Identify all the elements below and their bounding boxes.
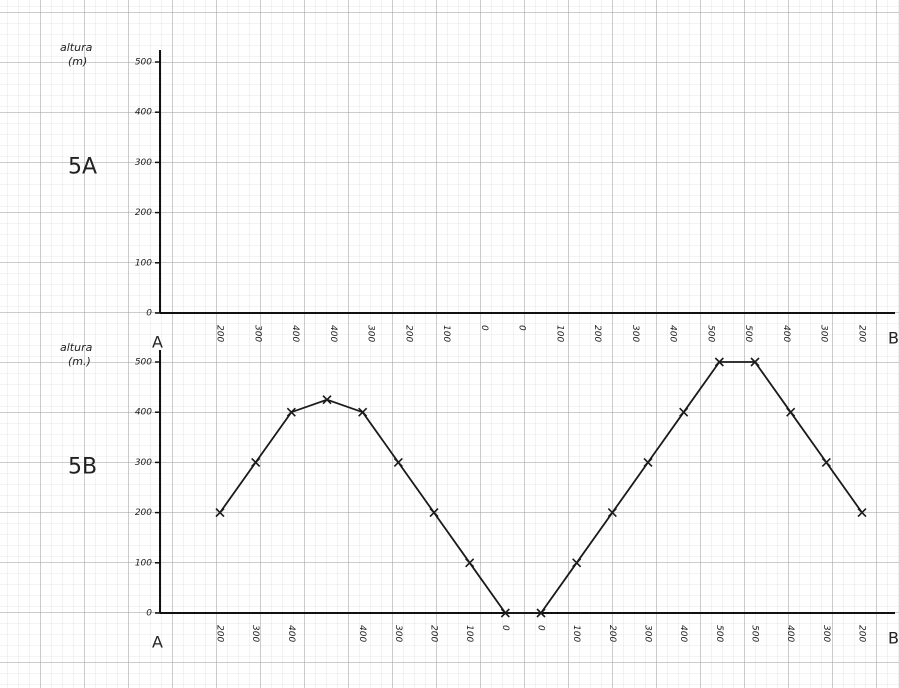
y-tick-label: 400 (135, 108, 152, 118)
x-tick-label: 100 (571, 625, 581, 642)
chart-label: 5B (68, 455, 97, 480)
y-tick-label: 400 (135, 408, 152, 418)
y-tick-label: 100 (135, 558, 152, 568)
x-tick-label: 100 (464, 625, 474, 642)
y-tick-label: 500 (135, 58, 152, 68)
x-tick-label: 400 (781, 325, 791, 342)
axis-start: A (152, 633, 163, 652)
x-tick-label: 500 (705, 325, 715, 342)
x-tick-label: 500 (750, 625, 760, 642)
x-tick-label: 400 (678, 625, 688, 642)
axis-start: A (152, 333, 163, 352)
x-tick-label: 0 (479, 325, 489, 331)
x-tick-label: 400 (286, 625, 296, 642)
x-tick-label: 200 (215, 625, 225, 642)
x-tick-label: 200 (403, 325, 413, 342)
y-tick-label: 100 (135, 258, 152, 268)
x-tick-label: 300 (643, 625, 653, 642)
x-tick-label: 400 (290, 325, 300, 342)
y-tick-label: 300 (135, 458, 152, 468)
x-tick-label: 400 (357, 625, 367, 642)
axis-end: B (888, 629, 899, 648)
x-tick-label: 300 (252, 325, 262, 342)
y-tick-label: 200 (135, 208, 152, 218)
x-tick-label: 0 (536, 625, 546, 631)
x-tick-label: 100 (554, 325, 564, 342)
x-tick-label: 500 (714, 625, 724, 642)
y-tick-label: 300 (135, 158, 152, 168)
x-tick-label: 200 (607, 625, 617, 642)
x-tick-label: 100 (441, 325, 451, 342)
chart-label: 5A (68, 155, 97, 180)
x-tick-label: 400 (328, 325, 338, 342)
x-tick-label: 300 (393, 625, 403, 642)
x-tick-label: 400 (785, 625, 795, 642)
x-tick-label: 300 (250, 625, 260, 642)
x-tick-label: 200 (429, 625, 439, 642)
x-tick-label: 0 (500, 625, 510, 631)
x-tick-label: 300 (819, 325, 829, 342)
y-tick-label: 0 (146, 309, 152, 319)
x-tick-label: 200 (857, 625, 867, 642)
x-tick-label: 300 (821, 625, 831, 642)
y-tick-label: 500 (135, 358, 152, 368)
x-tick-label: 200 (592, 325, 602, 342)
x-tick-label: 200 (215, 325, 225, 342)
y-tick-label: 0 (146, 609, 152, 619)
x-tick-label: 400 (668, 325, 678, 342)
x-tick-label: 0 (517, 325, 527, 331)
x-tick-label: 300 (630, 325, 640, 342)
x-tick-label: 500 (743, 325, 753, 342)
axis-end: B (888, 329, 899, 348)
x-tick-label: 300 (366, 325, 376, 342)
grid-background (0, 0, 899, 688)
x-tick-label: 200 (857, 325, 867, 342)
graph-paper: 5Aaltura(m)AB010020030040050020030040040… (0, 0, 899, 688)
y-tick-label: 200 (135, 508, 152, 518)
